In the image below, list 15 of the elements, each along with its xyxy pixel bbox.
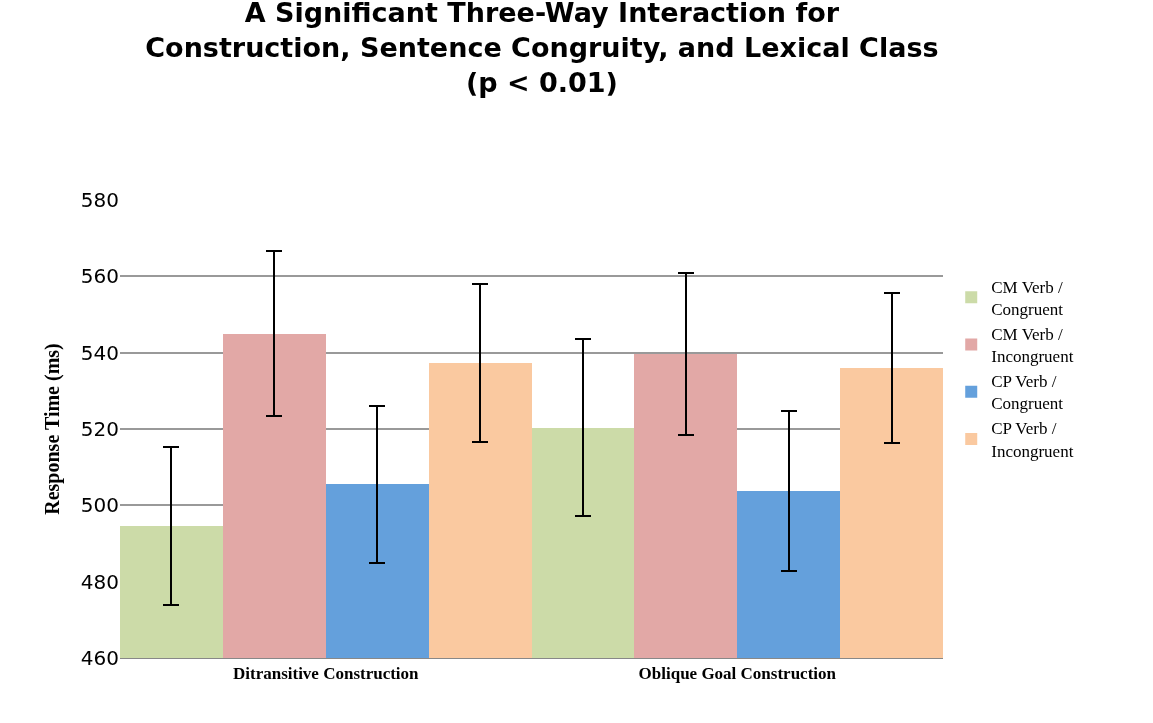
x-tick-label: Oblique Goal Construction: [638, 664, 837, 684]
y-tick-label: 480: [80, 569, 119, 594]
x-tick-label: Ditransitive Construction: [232, 664, 420, 684]
y-tick-label: 520: [80, 417, 119, 441]
y-tick-label: 460: [80, 646, 119, 670]
y-tick-label: 560: [80, 264, 119, 289]
legend-label: CM Verb / Incongruent: [991, 325, 1074, 367]
legend-label: CM Verb / Congruent: [991, 277, 1064, 319]
legend-label: CP Verb / Congruent: [991, 372, 1064, 414]
y-tick-label: 540: [80, 340, 119, 365]
y-axis-title: Response Time (ms): [41, 343, 65, 515]
y-tick-label: 580: [80, 188, 119, 212]
legend-label: CP Verb / Incongruent: [991, 419, 1074, 461]
y-tick-label: 500: [80, 493, 119, 518]
chart-title: A Significant Three-Way Interaction for Construction, Sentence Congruity, and Lexical Class (p < 0.01): [145, 0, 939, 98]
